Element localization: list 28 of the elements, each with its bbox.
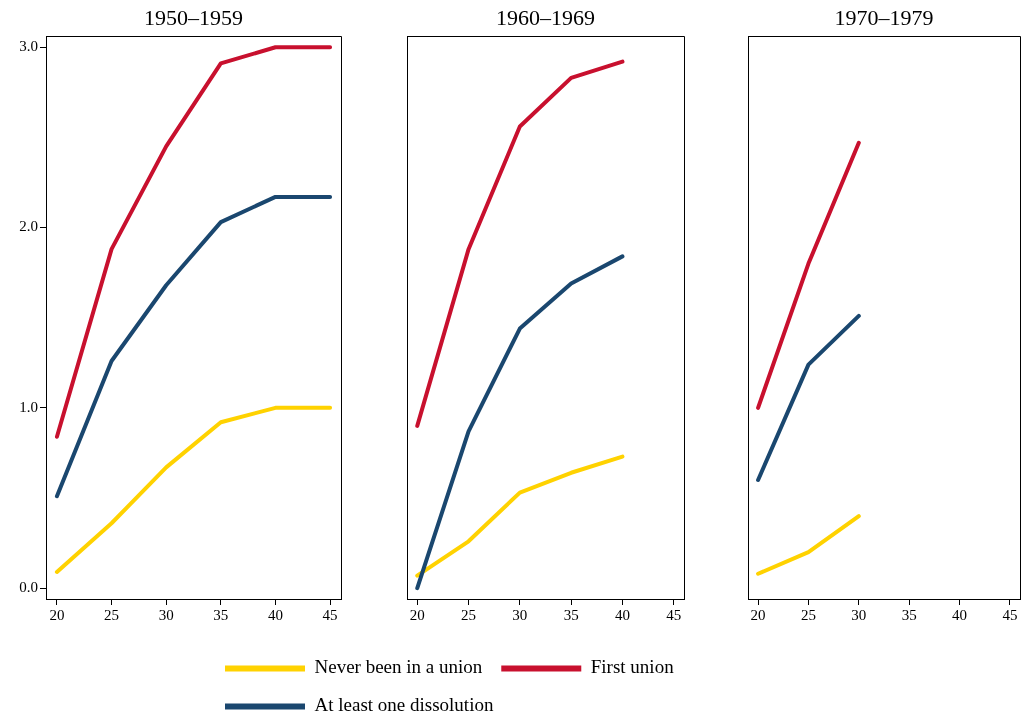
x-tick-label: 45 — [322, 606, 338, 623]
y-tick-label: 3.0 — [19, 38, 38, 55]
x-tick-label: 25 — [800, 606, 816, 623]
x-tick-label: 30 — [158, 606, 174, 623]
x-tick-label: 40 — [267, 606, 283, 623]
x-tick-label: 25 — [461, 606, 477, 623]
legend-label: At least one dissolution — [314, 694, 494, 716]
x-tick-label: 25 — [104, 606, 120, 623]
y-tick-label: 0.0 — [19, 579, 38, 596]
chart-title: 1970–1979 — [834, 4, 934, 30]
y-tick-label: 1.0 — [19, 398, 38, 415]
legend-label: Never been in a union — [314, 656, 483, 678]
chart-title: 1960–1969 — [496, 4, 595, 30]
x-tick-label: 45 — [666, 606, 682, 623]
x-tick-label: 35 — [563, 606, 579, 623]
chart-title: 1950–1959 — [144, 4, 243, 30]
x-tick-label: 30 — [851, 606, 867, 623]
x-tick-label: 20 — [49, 606, 65, 623]
y-tick-label: 2.0 — [19, 218, 38, 235]
x-tick-label: 35 — [901, 606, 917, 623]
x-tick-label: 35 — [213, 606, 229, 623]
legend-label: First union — [590, 656, 675, 678]
x-tick-label: 30 — [512, 606, 528, 623]
x-tick-label: 20 — [750, 606, 766, 623]
x-tick-label: 40 — [614, 606, 630, 623]
x-tick-label: 45 — [1002, 606, 1018, 623]
x-tick-label: 20 — [409, 606, 425, 623]
x-tick-label: 40 — [952, 606, 968, 623]
